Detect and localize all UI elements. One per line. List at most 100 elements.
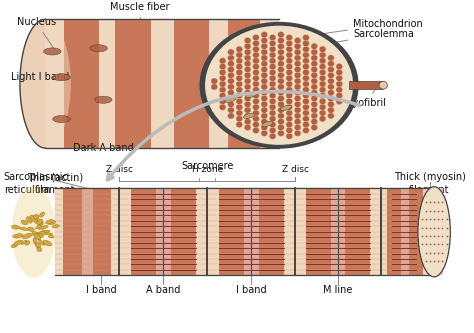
Ellipse shape [328,96,334,102]
Ellipse shape [278,130,284,136]
Text: Thick (myosin)
filament: Thick (myosin) filament [393,172,465,194]
Text: Myofibril: Myofibril [344,88,386,108]
Ellipse shape [53,74,70,81]
Ellipse shape [261,72,268,78]
Ellipse shape [236,93,243,99]
Ellipse shape [286,93,292,99]
Ellipse shape [42,230,50,232]
Ellipse shape [34,214,39,219]
Ellipse shape [281,105,292,111]
Ellipse shape [236,116,243,122]
Ellipse shape [261,32,268,38]
Ellipse shape [219,93,226,99]
Ellipse shape [311,90,318,96]
Polygon shape [55,188,63,275]
Ellipse shape [286,35,292,41]
Polygon shape [381,188,387,275]
Ellipse shape [302,127,309,134]
Ellipse shape [269,93,276,99]
Ellipse shape [236,98,243,105]
Ellipse shape [286,133,292,139]
Ellipse shape [219,69,226,76]
Polygon shape [346,188,370,275]
Ellipse shape [53,116,70,123]
Ellipse shape [311,78,318,84]
Text: Sarcoplasmic
reticulum: Sarcoplasmic reticulum [4,172,69,194]
Ellipse shape [328,107,334,113]
Ellipse shape [261,37,268,44]
Ellipse shape [319,46,326,52]
Ellipse shape [94,96,112,103]
Ellipse shape [328,84,334,90]
Polygon shape [348,81,383,89]
Polygon shape [209,19,228,148]
Text: Muscle fiber: Muscle fiber [110,2,170,20]
Ellipse shape [22,233,32,239]
Ellipse shape [278,49,284,55]
Ellipse shape [37,247,42,252]
Ellipse shape [205,26,353,145]
Ellipse shape [253,75,259,81]
Ellipse shape [294,119,301,125]
Ellipse shape [286,58,292,64]
Ellipse shape [228,90,234,96]
Ellipse shape [236,69,243,76]
Ellipse shape [12,186,56,277]
Ellipse shape [418,187,450,277]
Polygon shape [63,188,82,275]
Ellipse shape [278,90,284,96]
Ellipse shape [261,61,268,67]
Ellipse shape [25,241,30,245]
Ellipse shape [33,238,37,244]
Ellipse shape [228,101,234,107]
Ellipse shape [294,43,301,49]
Ellipse shape [278,107,284,113]
Ellipse shape [219,81,226,87]
Ellipse shape [319,116,326,122]
Ellipse shape [311,113,318,119]
Polygon shape [171,188,196,275]
Ellipse shape [269,69,276,76]
Ellipse shape [269,87,276,93]
Ellipse shape [11,244,17,248]
Ellipse shape [311,96,318,102]
Ellipse shape [261,90,268,96]
Ellipse shape [278,96,284,102]
Ellipse shape [302,87,309,93]
Ellipse shape [36,224,43,229]
Ellipse shape [219,98,226,105]
Ellipse shape [302,98,309,105]
Ellipse shape [278,119,284,125]
Ellipse shape [302,58,309,64]
Polygon shape [401,188,410,275]
Ellipse shape [286,127,292,134]
Ellipse shape [228,55,234,61]
Ellipse shape [261,107,268,113]
Ellipse shape [34,234,41,240]
Ellipse shape [236,52,243,58]
Ellipse shape [319,52,326,58]
Polygon shape [116,19,151,148]
Text: Sarcolemma: Sarcolemma [296,29,414,49]
Ellipse shape [286,110,292,116]
Ellipse shape [228,113,234,119]
Ellipse shape [269,104,276,110]
Ellipse shape [32,231,39,237]
Text: Dark A band: Dark A band [73,141,147,153]
Ellipse shape [286,81,292,87]
Ellipse shape [302,110,309,116]
Ellipse shape [269,81,276,87]
Ellipse shape [253,127,259,134]
Ellipse shape [244,96,251,102]
Ellipse shape [261,113,268,119]
Ellipse shape [253,35,259,41]
Ellipse shape [261,84,268,90]
Ellipse shape [278,113,284,119]
Polygon shape [387,188,401,275]
Ellipse shape [294,49,301,55]
Ellipse shape [261,125,268,131]
Ellipse shape [219,87,226,93]
Polygon shape [55,188,443,275]
Text: Z disc: Z disc [282,166,309,174]
Ellipse shape [244,113,255,119]
